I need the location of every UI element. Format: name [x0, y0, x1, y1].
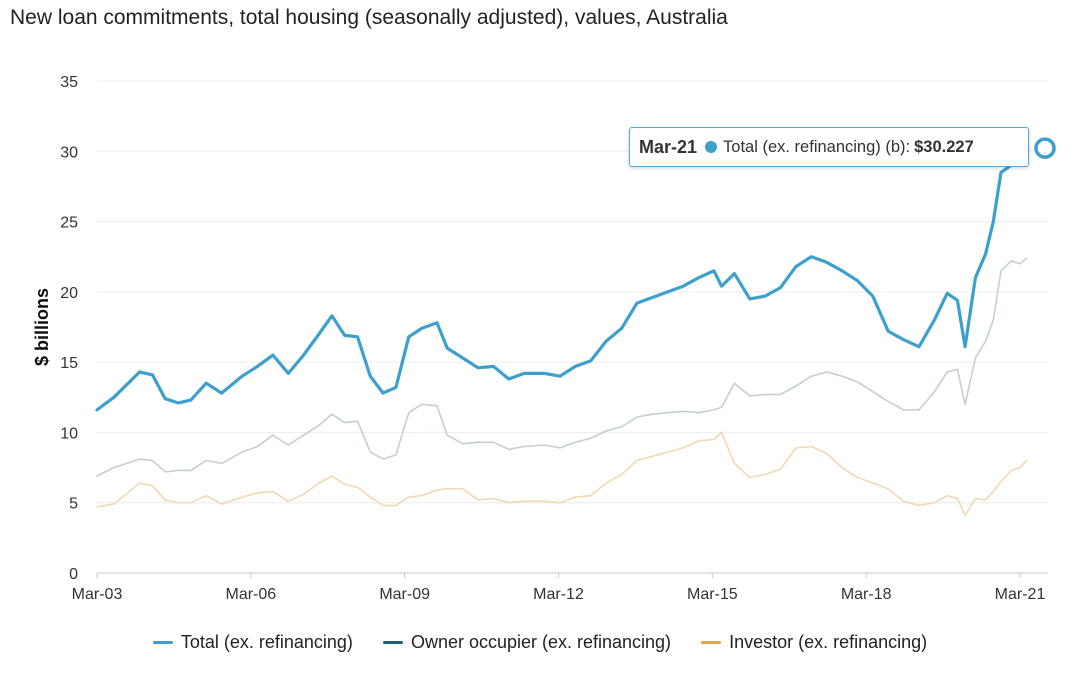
legend-swatch-total [152, 641, 173, 644]
x-tick-label: Mar-21 [995, 586, 1046, 603]
x-tick-label: Mar-06 [225, 586, 276, 603]
line-chart: 0 5 10 15 20 25 30 35 Mar-03 Mar-06 Mar-09 Mar-12 Ma… [32, 74, 1056, 603]
tooltip-value: $30.227 [914, 137, 974, 156]
tooltip-date: Mar-21 [639, 136, 698, 157]
y-tick-label: 15 [60, 355, 78, 372]
legend-label-total: Total (ex. refinancing) [180, 632, 353, 652]
y-tick-label: 20 [60, 285, 78, 302]
legend-label-owner-occupier: Owner occupier (ex. refinancing) [410, 632, 672, 652]
y-tick-label: 10 [60, 425, 78, 442]
legend-item-investor[interactable]: Investor (ex. refinancing) [701, 632, 927, 653]
tooltip-series-dot [705, 141, 718, 153]
highlight-point [1034, 137, 1056, 159]
x-tick-label: Mar-03 [72, 586, 123, 603]
y-axis-label: $ billions [32, 288, 52, 366]
legend-swatch-investor [701, 641, 722, 644]
y-tick-label: 0 [69, 566, 78, 583]
series-line-owner-occupier [96, 257, 1028, 477]
legend: Total (ex. refinancing) Owner occupier (… [0, 632, 1080, 653]
series-line-investor [96, 431, 1028, 517]
legend-item-owner-occupier[interactable]: Owner occupier (ex. refinancing) [382, 632, 672, 653]
legend-label-investor: Investor (ex. refinancing) [729, 632, 928, 652]
series-line-total [95, 145, 1029, 412]
tooltip-series-label: Total (ex. refinancing) (b): [723, 137, 911, 156]
chart-title: New loan commitments, total housing (sea… [10, 6, 728, 29]
legend-item-total[interactable]: Total (ex. refinancing) [152, 632, 353, 653]
x-tick-label: Mar-09 [379, 586, 430, 603]
tooltip: Mar-21 Total (ex. refinancing) (b): $30.… [629, 127, 1029, 167]
x-tick-label: Mar-18 [841, 586, 892, 603]
x-tick-label: Mar-15 [687, 586, 738, 603]
y-tick-label: 25 [60, 215, 78, 232]
y-tick-label: 5 [69, 496, 78, 513]
y-tick-label: 35 [60, 74, 78, 91]
x-tick-label: Mar-12 [533, 586, 584, 603]
y-tick-label: 30 [60, 144, 78, 161]
legend-swatch-owner-occupier [382, 641, 403, 644]
